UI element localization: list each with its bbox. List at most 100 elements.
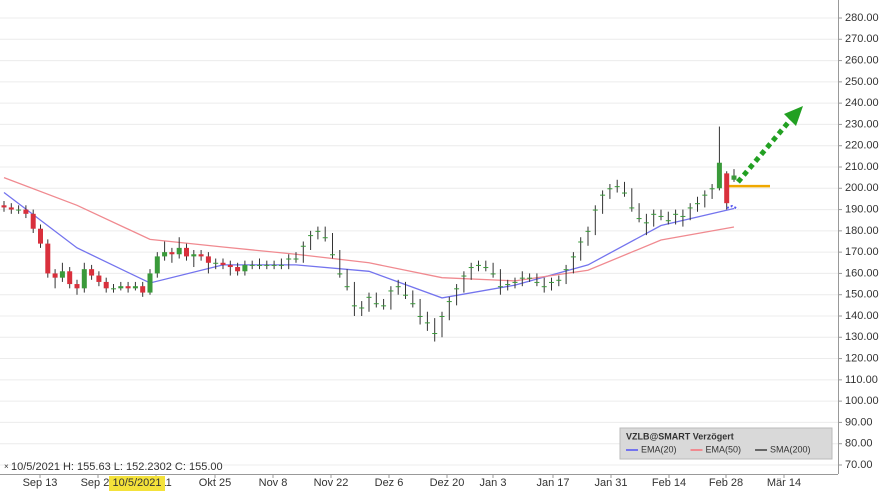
legend-label: EMA(20)	[641, 444, 677, 454]
indicator-line	[3, 177, 735, 282]
y-tick-label: 270.00	[845, 33, 879, 45]
candle-body	[673, 213, 679, 215]
y-tick-label: 230.00	[845, 118, 879, 130]
candle-body	[556, 279, 562, 281]
candle-body	[271, 264, 277, 266]
candle-body	[658, 215, 664, 217]
candle-body	[118, 286, 124, 289]
x-tick-label: Feb 14	[652, 477, 686, 489]
y-tick-label: 190.00	[845, 203, 879, 215]
candle-body	[497, 286, 503, 288]
candle-body	[395, 286, 401, 288]
candle-body	[519, 277, 525, 279]
y-tick-label: 210.00	[845, 161, 879, 173]
candle-body	[527, 277, 533, 279]
candle-body	[16, 209, 22, 211]
y-tick-label: 150.00	[845, 289, 879, 301]
crosshair-label: 10/5/2021	[113, 477, 162, 489]
candle-body	[308, 235, 314, 237]
candle-body	[476, 264, 481, 266]
candle-body	[432, 333, 438, 335]
y-tick-label: 80.00	[845, 438, 873, 450]
candle-body	[59, 271, 65, 278]
candle-body	[205, 256, 211, 263]
candle-body	[366, 296, 372, 298]
candle-body	[461, 275, 467, 277]
candle-body	[622, 192, 627, 194]
candle-body	[45, 243, 51, 274]
legend-title: VZLB@SMART Verzögert	[626, 431, 734, 441]
candle-body	[198, 254, 204, 257]
candle-body	[162, 252, 168, 257]
y-tick-label: 180.00	[845, 225, 879, 237]
candle-body	[629, 207, 635, 209]
legend-label: SMA(200)	[770, 444, 811, 454]
candle-body	[300, 245, 306, 247]
candle-body	[468, 267, 474, 269]
candle-body	[315, 230, 321, 232]
candle-body	[578, 241, 584, 243]
candle-body	[534, 281, 540, 283]
info-marker: ×	[4, 462, 9, 471]
candle-body	[403, 294, 408, 296]
candle-body	[709, 188, 715, 190]
candle-body	[176, 247, 182, 255]
candle-body	[257, 264, 262, 266]
candle-body	[154, 256, 160, 274]
y-tick-label: 140.00	[845, 310, 879, 322]
candle-body	[52, 273, 58, 278]
candle-body	[8, 207, 14, 210]
candle-body	[724, 173, 730, 204]
candle-body	[439, 315, 445, 317]
candle-body	[293, 258, 299, 260]
x-tick-label: Dez 20	[430, 477, 465, 489]
candle-body	[81, 269, 87, 289]
trend-arrow	[736, 116, 794, 184]
candles	[1, 126, 737, 342]
candle-body	[731, 175, 737, 180]
candle-body	[286, 258, 292, 260]
candle-body	[388, 290, 394, 292]
candle-body	[549, 281, 554, 283]
candle-body	[643, 222, 649, 224]
ema-extension	[726, 204, 739, 210]
candle-body	[344, 286, 350, 288]
y-tick-label: 120.00	[845, 352, 879, 364]
y-tick-label: 130.00	[845, 331, 879, 343]
candle-body	[600, 194, 606, 196]
candle-body	[89, 269, 95, 276]
y-tick-label: 160.00	[845, 267, 879, 279]
candle-body	[23, 209, 29, 214]
candle-body	[541, 286, 547, 288]
candle-body	[147, 273, 153, 293]
candle-body	[249, 264, 255, 266]
candle-body	[213, 262, 219, 264]
x-tick-label: Jan 3	[480, 477, 507, 489]
y-tick-label: 170.00	[845, 246, 879, 258]
axes: 70.00 80.00 90.00 100.00 110.00 120.00 130.00 1…	[23, 12, 879, 489]
candle-body	[636, 218, 642, 220]
candle-body	[242, 264, 248, 272]
candle-body	[96, 275, 102, 282]
candle-body	[512, 281, 518, 283]
x-tick-label: Nov 8	[259, 477, 288, 489]
y-tick-label: 70.00	[845, 459, 873, 471]
candle-body	[227, 264, 233, 268]
arrow-head	[784, 106, 803, 126]
candle-body	[570, 256, 576, 258]
candle-body	[607, 188, 613, 190]
candle-body	[67, 271, 73, 285]
candle-body	[687, 207, 693, 209]
candle-body	[1, 205, 7, 208]
candle-body	[337, 273, 343, 275]
candle-body	[585, 230, 591, 232]
candle-body	[111, 288, 116, 290]
candle-body	[322, 237, 328, 239]
candle-body	[235, 267, 241, 272]
candle-body	[140, 286, 146, 293]
candle-body	[592, 209, 598, 211]
y-tick-label: 250.00	[845, 76, 879, 88]
